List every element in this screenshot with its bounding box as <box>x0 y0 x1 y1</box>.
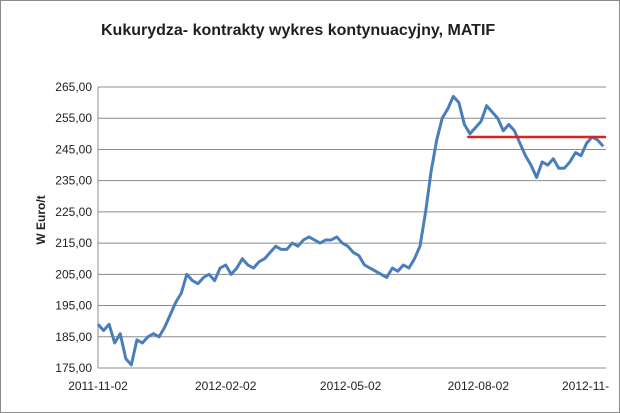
y-tick-label: 225,00 <box>55 205 92 219</box>
grid-lines <box>98 86 606 338</box>
chart-title: Kukurydza- kontrakty wykres kontynuacyjn… <box>101 22 495 39</box>
y-tick-label: 215,00 <box>55 236 92 250</box>
y-tick-label: 175,00 <box>55 361 92 375</box>
x-tick-label: 2012-02-02 <box>195 379 257 393</box>
price-series-line <box>96 94 605 367</box>
y-tick-label: 245,00 <box>55 142 92 156</box>
y-tick-label: 195,00 <box>55 299 92 313</box>
x-tick-label: 2012-11- <box>562 379 609 393</box>
y-tick-label: 255,00 <box>55 111 92 125</box>
y-tick-labels: 175,00 185,00 195,00 205,00 215,00 225,00 235,… <box>55 80 92 375</box>
x-tick-label: 2012-08-02 <box>448 379 510 393</box>
y-tick-label: 185,00 <box>55 330 92 344</box>
y-axis-label: W Euro/t <box>34 195 48 244</box>
y-tick-label: 205,00 <box>55 267 92 281</box>
x-tick-label: 2012-05-02 <box>320 379 382 393</box>
y-tick-label: 235,00 <box>55 174 92 188</box>
x-tick-labels: 2011-11-02 2012-02-02 2012-05-02 2012-08-02… <box>68 379 609 393</box>
y-tick-label: 265,00 <box>55 80 92 94</box>
x-tick-label: 2011-11-02 <box>68 379 128 393</box>
series-lines <box>96 94 606 367</box>
